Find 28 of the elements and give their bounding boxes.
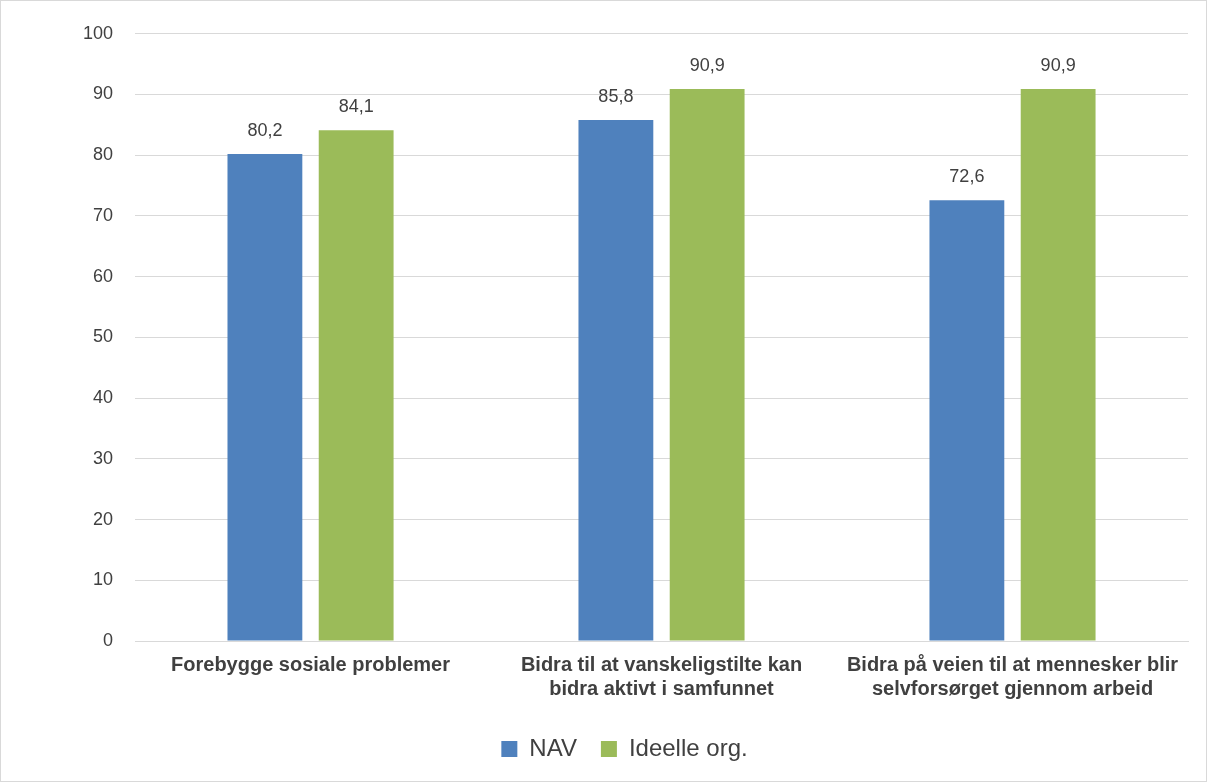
data-label: 85,8 — [598, 85, 634, 106]
data-label: 90,9 — [1040, 55, 1076, 76]
data-label: 84,1 — [338, 96, 374, 117]
bar — [578, 120, 654, 641]
y-tick-label: 90 — [93, 83, 114, 104]
data-label: 90,9 — [689, 55, 725, 76]
x-tick-label: Bidra til at vanskeligstilte kan bidra aktivt i samfunnet — [520, 652, 803, 699]
x-tick-label: Forebygge sosiale problemer — [171, 652, 451, 675]
bar — [1020, 89, 1096, 641]
y-tick-label: 70 — [93, 204, 114, 225]
y-tick-label: 10 — [93, 569, 114, 590]
data-label: 80,2 — [247, 119, 283, 140]
y-tick-label: 80 — [93, 144, 114, 165]
legend-label: NAV — [529, 733, 577, 761]
data-label: 72,6 — [949, 166, 985, 187]
bar — [669, 89, 745, 641]
y-tick-label: 60 — [93, 265, 114, 286]
bar — [227, 154, 303, 641]
y-tick-label: 50 — [93, 326, 114, 347]
y-tick-label: 40 — [93, 387, 114, 408]
bar — [929, 200, 1005, 641]
y-tick-label: 30 — [93, 447, 114, 468]
bar — [318, 130, 394, 641]
legend-label: Ideelle org. — [628, 733, 748, 761]
y-tick-label: 20 — [93, 508, 114, 529]
y-tick-label: 0 — [103, 629, 114, 650]
y-tick-label: 100 — [82, 22, 114, 43]
x-tick-label: Bidra på veien til at mennesker blir selvforsørget gjennom arbeid — [846, 652, 1179, 699]
